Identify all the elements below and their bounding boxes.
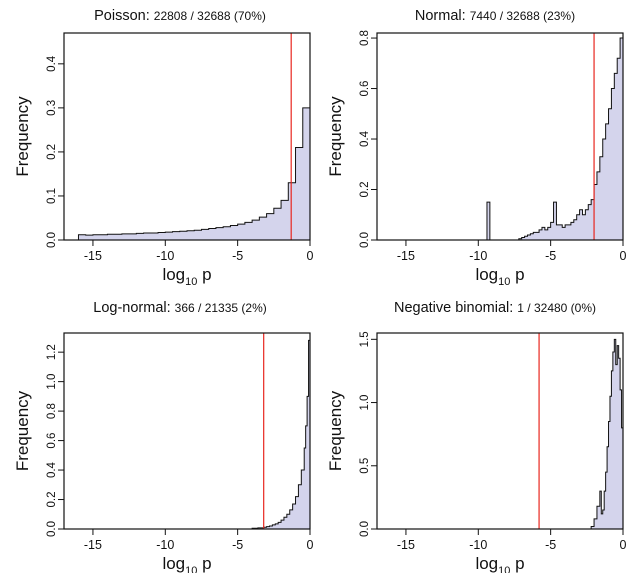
x-tick-label: -5 [232,538,243,552]
title-sub: 7440 / 32688 (23%) [469,9,576,23]
title-main: Normal: [414,8,466,24]
y-tick-label: 0.6 [359,81,371,97]
x-tick-label: -15 [397,538,415,552]
y-axis-label: Frequency [13,390,32,471]
x-tick-label: -15 [84,249,102,263]
x-tick-label: 0 [307,249,314,263]
x-tick-label: -10 [469,538,487,552]
y-tick-label: 0.8 [359,30,371,46]
x-tick-label: -10 [156,249,174,263]
panel-title-negative-binomial: Negative binomial: 1 / 32480 (0%) [370,300,620,316]
panel-1: -15 -10 -5 0 0.0 0.2 0.4 0.6 0.8 log10 p Frequency [326,30,627,288]
y-tick-label: 0.0 [46,232,58,248]
title-sub: 22808 / 32688 (70%) [153,9,266,23]
title-main: Log-normal: [93,300,171,316]
panel-title-poisson: Poisson: 22808 / 32688 (70%) [60,8,300,24]
y-tick-label: 1.0 [46,374,58,390]
y-tick-label: 0.2 [359,182,371,198]
y-tick-label: 0.8 [46,403,58,419]
y-tick-label: 0.1 [46,188,58,204]
y-tick-label: 1.5 [359,331,371,347]
x-tick-label: -5 [232,249,243,263]
panel-3: -15 -10 -5 0 0.0 0.5 1.0 1.5 log10 p Frequency [326,331,627,573]
histogram-bars [77,107,311,241]
y-tick-label: 0.4 [46,461,58,478]
y-tick-label: 0.4 [359,130,371,147]
panel-title-normal: Normal: 7440 / 32688 (23%) [375,8,615,24]
plot-frame [376,332,624,530]
y-tick-label: 0.4 [46,55,58,72]
y-axis-label: Frequency [326,390,345,471]
panel-2: -15 -10 -5 0 0.0 0.2 0.4 0.6 0.8 1.0 1.2 log10 p Fre… [13,332,314,573]
title-sub: 1 / 32480 (0%) [517,301,597,315]
y-tick-label: 0.6 [46,433,58,449]
y-axis-label: Frequency [326,96,345,177]
histogram-bars [251,339,311,530]
y-tick-label: 1.2 [46,344,58,360]
plot-frame [63,32,311,241]
x-tick-label: -5 [545,538,556,552]
x-axis-label: log10 p [475,265,524,288]
x-axis-label: log10 p [162,265,211,288]
histogram-bars [484,37,624,241]
x-tick-label: -10 [469,249,487,263]
y-tick-label: 0.2 [46,492,58,508]
histogram-bars [590,338,624,530]
y-tick-label: 0.0 [359,232,371,248]
y-tick-label: 0.2 [46,144,58,160]
y-axis-label: Frequency [13,96,32,177]
y-tick-label: 0.0 [46,521,58,537]
plot-frame [376,32,624,241]
panel-title-log-normal: Log-normal: 366 / 21335 (2%) [60,300,300,316]
x-axis-label: log10 p [162,554,211,573]
x-tick-label: -5 [545,249,556,263]
x-tick-label: 0 [620,538,627,552]
y-tick-label: 0.3 [46,100,58,116]
y-tick-label: 0.5 [359,458,371,474]
x-tick-label: 0 [620,249,627,263]
title-sub: 366 / 21335 (2%) [174,301,267,315]
x-tick-label: -10 [156,538,174,552]
title-main: Negative binomial: [393,300,514,316]
y-tick-label: 1.0 [359,395,371,411]
x-axis-label: log10 p [475,554,524,573]
x-tick-label: -15 [397,249,415,263]
x-tick-label: -15 [84,538,102,552]
title-main: Poisson: [94,8,150,24]
panel-0: -15 -10 -5 0 0.0 0.1 0.2 0.3 0.4 log10 p Frequency [13,32,314,288]
x-tick-label: 0 [307,538,314,552]
y-tick-label: 0.0 [359,521,371,537]
plot-frame [63,332,311,530]
